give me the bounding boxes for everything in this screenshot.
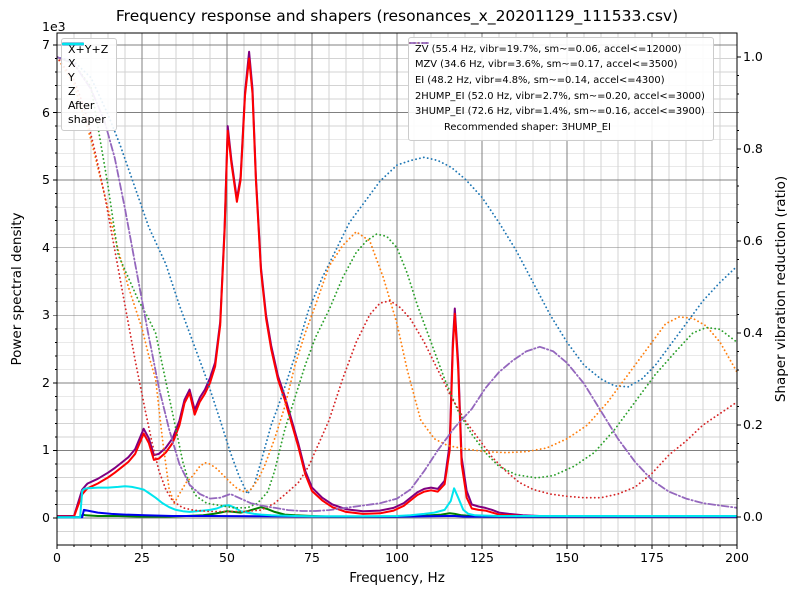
legend-entry-label: Y <box>68 71 75 85</box>
legend-entry-label: 3HUMP_EI (72.6 Hz, vibr=1.4%, sm~=0.16, … <box>415 106 705 118</box>
x-tick-label: 50 <box>219 550 235 565</box>
legend-entry-label: MZV (34.6 Hz, vibr=3.6%, sm~=0.17, accel… <box>415 59 678 71</box>
legend-entry-label: X <box>68 57 76 71</box>
y-right-axis-label: Shaper vibration reduction (ratio) <box>773 175 789 403</box>
y-right-tick-label: 0.2 <box>743 417 763 432</box>
x-tick-label: 200 <box>725 550 749 565</box>
y-right-tick-label: 0.0 <box>743 509 763 524</box>
x-tick-label: 125 <box>470 550 494 565</box>
y-right-tick-label: 0.8 <box>743 141 763 156</box>
legend-entry-label: After shaper <box>68 99 106 126</box>
legend-shapers: ZV (55.4 Hz, vibr=19.7%, sm~=0.06, accel… <box>408 37 714 141</box>
legend-entry-3hump_ei: 3HUMP_EI (72.6 Hz, vibr=1.4%, sm~=0.16, … <box>409 42 705 120</box>
y-right-tick-label: 1.0 <box>743 49 763 64</box>
y-left-tick-label: 1 <box>42 442 50 458</box>
recommended-shaper-note: Recommended shaper: 3HUMP_EI <box>444 121 611 133</box>
y-right-tick-label: 0.6 <box>743 233 763 248</box>
x-tick-label: 75 <box>304 550 320 565</box>
legend-entry-label: ZV (55.4 Hz, vibr=19.7%, sm~=0.06, accel… <box>415 43 682 55</box>
x-tick-label: 0 <box>53 550 61 565</box>
legend-entry-label: X+Y+Z <box>68 43 109 57</box>
legend-entry-mzv: MZV (34.6 Hz, vibr=3.6%, sm~=0.17, accel… <box>409 42 705 74</box>
y-left-tick-label: 6 <box>42 104 50 120</box>
legend-entry-label: 2HUMP_EI (52.0 Hz, vibr=2.7%, sm~=0.20, … <box>415 90 705 102</box>
legend-entry-y: Y <box>62 42 108 85</box>
x-axis-label: Frequency, Hz <box>349 570 445 586</box>
y-left-tick-label: 0 <box>42 510 50 525</box>
y-right-tick-label: 0.4 <box>743 325 763 340</box>
legend-entry-zv: ZV (55.4 Hz, vibr=19.7%, sm~=0.06, accel… <box>409 42 705 58</box>
legend-entry-z: Z <box>62 42 108 99</box>
line-sample-icon <box>62 42 84 46</box>
y-left-tick-label: 3 <box>42 307 50 323</box>
y-left-offset-label: 1e3 <box>42 19 66 34</box>
x-tick-label: 175 <box>640 550 664 565</box>
legend-entry-ei: EI (48.2 Hz, vibr=4.8%, sm~=0.14, accel<… <box>409 42 705 89</box>
y-left-tick-label: 5 <box>42 172 50 188</box>
x-tick-label: 25 <box>134 550 150 565</box>
y-left-axis-label: Power spectral density <box>9 212 25 366</box>
y-left-tick-label: 7 <box>42 37 50 52</box>
x-tick-label: 100 <box>385 550 409 565</box>
y-left-tick-label: 4 <box>42 239 50 255</box>
y-left-tick-label: 2 <box>42 374 50 390</box>
legend-entry-x: X <box>62 42 108 71</box>
legend-entry-label: Z <box>68 85 76 99</box>
chart-title: Frequency response and shapers (resonanc… <box>115 7 679 25</box>
dashdot-sample-icon <box>409 42 431 44</box>
legend-entry-2hump_ei: 2HUMP_EI (52.0 Hz, vibr=2.7%, sm~=0.20, … <box>409 42 705 105</box>
legend-psd: X+Y+Z X Y Z After shaper <box>61 38 118 131</box>
x-tick-label: 150 <box>555 550 579 565</box>
legend-entry-label: EI (48.2 Hz, vibr=4.8%, sm~=0.14, accel<… <box>415 74 665 86</box>
legend-entry-after-shaper: After shaper <box>62 42 108 126</box>
